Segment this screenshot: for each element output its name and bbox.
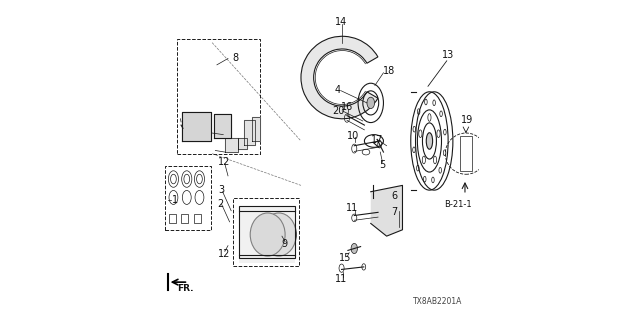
Text: 9: 9 <box>282 239 287 249</box>
Ellipse shape <box>250 213 285 256</box>
Text: 15: 15 <box>339 253 351 263</box>
Ellipse shape <box>426 133 433 149</box>
Text: 12: 12 <box>218 156 230 167</box>
Text: 17: 17 <box>371 135 383 145</box>
Text: 19: 19 <box>461 115 474 125</box>
Polygon shape <box>244 120 255 145</box>
Text: 10: 10 <box>347 131 360 140</box>
Wedge shape <box>301 36 378 119</box>
Polygon shape <box>371 185 403 236</box>
Bar <box>460 136 472 171</box>
Polygon shape <box>182 112 211 141</box>
Text: FR.: FR. <box>177 284 193 293</box>
Text: 14: 14 <box>335 17 348 27</box>
Text: 13: 13 <box>442 50 454 60</box>
Polygon shape <box>252 117 260 141</box>
Bar <box>194 214 201 223</box>
Bar <box>181 214 188 223</box>
Text: 20: 20 <box>332 106 344 116</box>
Text: 2: 2 <box>217 199 223 209</box>
Text: 4: 4 <box>335 85 341 95</box>
Text: 1: 1 <box>172 195 179 205</box>
Ellipse shape <box>261 213 296 256</box>
Text: 3: 3 <box>218 185 224 195</box>
Text: 6: 6 <box>392 191 397 202</box>
Ellipse shape <box>367 97 374 108</box>
Bar <box>239 206 294 258</box>
Text: B-21-1: B-21-1 <box>444 200 472 209</box>
Text: 8: 8 <box>233 53 239 63</box>
Text: 11: 11 <box>335 274 347 284</box>
Polygon shape <box>239 206 294 263</box>
Text: 12: 12 <box>218 249 230 259</box>
Text: TX8AB2201A: TX8AB2201A <box>413 297 462 306</box>
Polygon shape <box>237 138 247 149</box>
Text: 18: 18 <box>383 66 396 76</box>
Polygon shape <box>214 114 231 138</box>
Text: 5: 5 <box>379 160 385 170</box>
Bar <box>170 214 176 223</box>
Text: 11: 11 <box>346 203 358 212</box>
Text: 7: 7 <box>392 207 397 217</box>
Text: 16: 16 <box>341 102 353 112</box>
Polygon shape <box>225 138 237 152</box>
Ellipse shape <box>351 244 357 253</box>
